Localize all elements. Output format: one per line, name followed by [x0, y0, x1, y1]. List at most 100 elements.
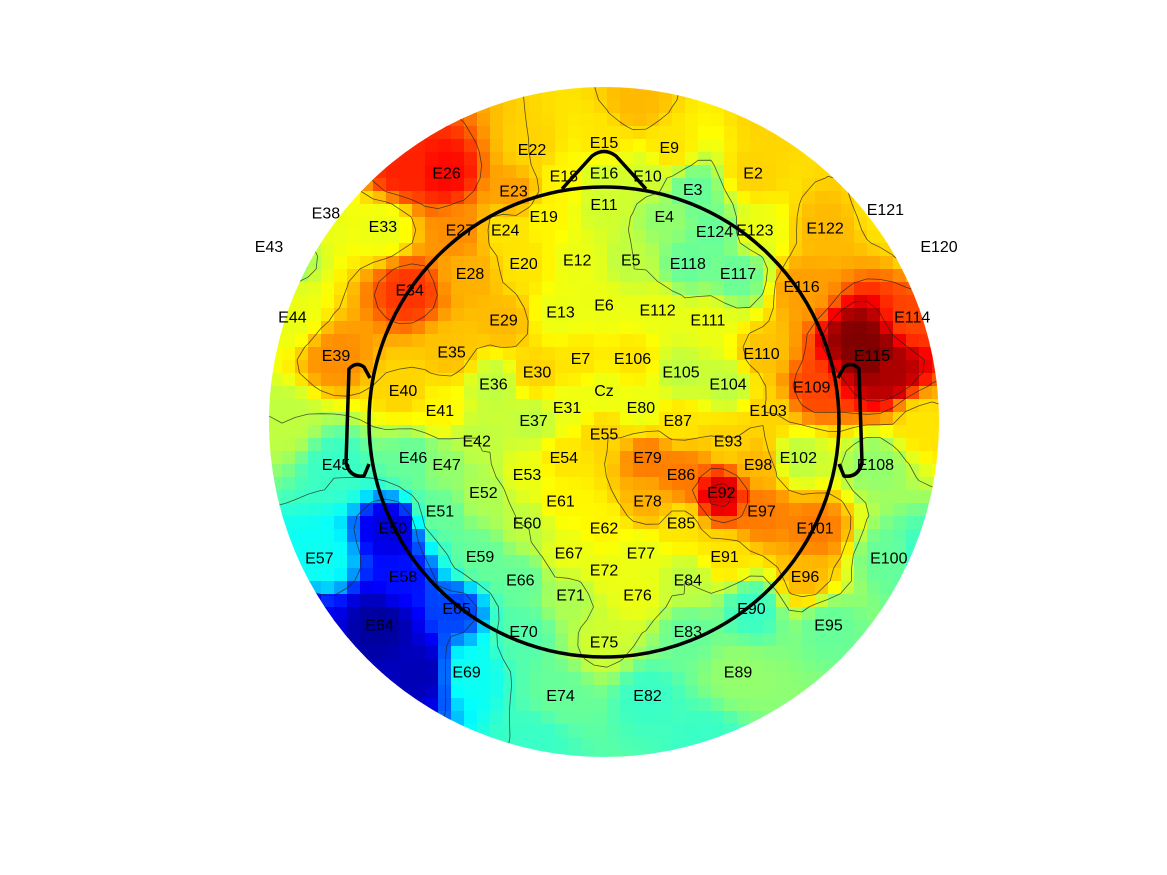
heatmap-cell	[555, 425, 569, 439]
heatmap-cell	[321, 386, 335, 400]
heatmap-cell	[542, 373, 556, 387]
heatmap-cell	[802, 646, 816, 660]
heatmap-cell	[776, 425, 790, 439]
heatmap-cell	[581, 568, 595, 582]
heatmap-cell	[789, 191, 803, 205]
heatmap-cell	[776, 126, 790, 140]
heatmap-cell	[438, 646, 452, 660]
heatmap-cell	[750, 373, 764, 387]
heatmap-cell	[360, 529, 374, 543]
heatmap-cell	[581, 724, 595, 738]
heatmap-cell	[672, 529, 686, 543]
heatmap-cell	[893, 295, 907, 309]
heatmap-cell	[763, 412, 777, 426]
heatmap-cell	[308, 568, 322, 582]
heatmap-cell	[503, 399, 517, 413]
heatmap-cell	[477, 126, 491, 140]
heatmap-cell	[568, 568, 582, 582]
heatmap-cell	[750, 451, 764, 465]
heatmap-cell	[425, 191, 439, 205]
heatmap-cell	[932, 373, 939, 387]
heatmap-cell	[555, 698, 569, 712]
heatmap-cell	[711, 568, 725, 582]
heatmap-cell	[438, 126, 452, 140]
heatmap-cell	[659, 607, 673, 621]
heatmap-cell	[451, 269, 465, 283]
heatmap-cell	[893, 516, 907, 530]
heatmap-cell	[789, 581, 803, 595]
heatmap-cell	[672, 230, 686, 244]
heatmap-cell	[542, 516, 556, 530]
heatmap-cell	[763, 204, 777, 218]
heatmap-cell	[737, 594, 751, 608]
heatmap-cell	[360, 295, 374, 309]
heatmap-cell	[321, 594, 335, 608]
heatmap-cell	[412, 438, 426, 452]
heatmap-cell	[594, 516, 608, 530]
heatmap-cell	[698, 555, 712, 569]
heatmap-cell	[802, 230, 816, 244]
heatmap-cell	[529, 581, 543, 595]
heatmap-cell	[698, 516, 712, 530]
heatmap-cell	[906, 451, 920, 465]
heatmap-cell	[867, 568, 881, 582]
heatmap-cell	[516, 555, 530, 569]
heatmap-cell	[464, 386, 478, 400]
heatmap-cell	[594, 165, 608, 179]
heatmap-cell	[464, 490, 478, 504]
heatmap-cell	[464, 256, 478, 270]
heatmap-cell	[737, 295, 751, 309]
heatmap-cell	[321, 555, 335, 569]
heatmap-cell	[711, 659, 725, 673]
heatmap-cell	[425, 282, 439, 296]
heatmap-cell	[841, 529, 855, 543]
heatmap-cell	[724, 282, 738, 296]
heatmap-cell	[477, 425, 491, 439]
heatmap-cell	[737, 464, 751, 478]
heatmap-cell	[854, 516, 868, 530]
heatmap-cell	[880, 451, 894, 465]
heatmap-cell	[659, 165, 673, 179]
heatmap-cell	[282, 490, 296, 504]
heatmap-cell	[503, 581, 517, 595]
heatmap-cell	[802, 334, 816, 348]
heatmap-cell	[685, 165, 699, 179]
heatmap-cell	[321, 620, 335, 634]
heatmap-cell	[750, 464, 764, 478]
heatmap-cell	[633, 620, 647, 634]
heatmap-cell	[516, 386, 530, 400]
heatmap-cell	[815, 178, 829, 192]
heatmap-cell	[815, 347, 829, 361]
heatmap-cell	[451, 464, 465, 478]
heatmap-cell	[282, 425, 296, 439]
heatmap-cell	[776, 204, 790, 218]
right-ear-outline	[836, 362, 864, 478]
heatmap-cell	[503, 178, 517, 192]
heatmap-cell	[581, 620, 595, 634]
heatmap-cell	[854, 230, 868, 244]
heatmap-cell	[477, 555, 491, 569]
heatmap-cell	[399, 230, 413, 244]
heatmap-cell	[334, 230, 348, 244]
heatmap-cell	[698, 594, 712, 608]
heatmap-cell	[633, 477, 647, 491]
heatmap-cell	[698, 724, 712, 738]
heatmap-cell	[685, 347, 699, 361]
heatmap-cell	[724, 178, 738, 192]
heatmap-cell	[516, 750, 530, 757]
heatmap-cell	[399, 256, 413, 270]
heatmap-cell	[685, 178, 699, 192]
heatmap-cell	[724, 399, 738, 413]
heatmap-cell	[880, 594, 894, 608]
heatmap-cell	[789, 321, 803, 335]
heatmap-cell	[399, 646, 413, 660]
heatmap-cell	[906, 438, 920, 452]
heatmap-cell	[464, 100, 478, 114]
heatmap-cell	[503, 672, 517, 686]
heatmap-cell	[438, 321, 452, 335]
heatmap-cell	[620, 711, 634, 725]
heatmap-cell	[399, 464, 413, 478]
heatmap-cell	[555, 412, 569, 426]
heatmap-cell	[568, 633, 582, 647]
heatmap-cell	[399, 516, 413, 530]
